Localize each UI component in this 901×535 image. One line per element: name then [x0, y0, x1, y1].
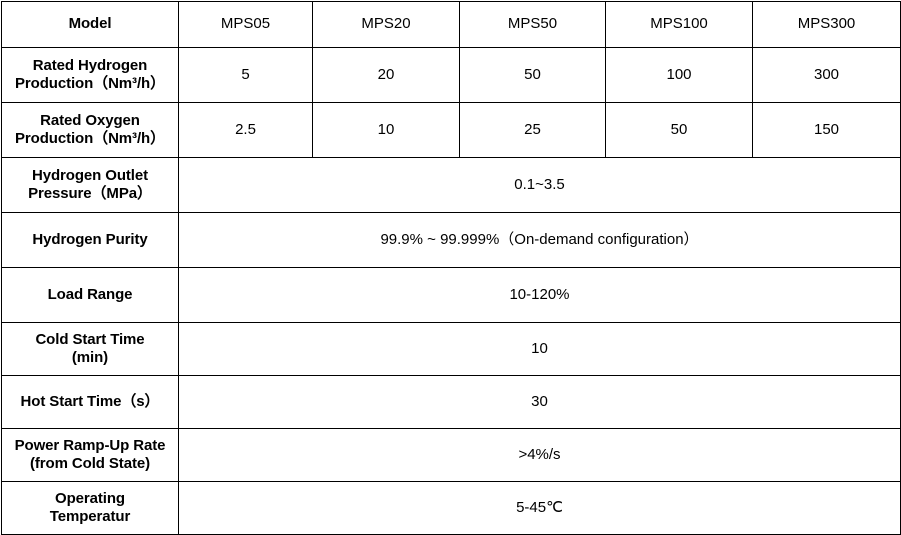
label-line-1: Rated Hydrogen: [32, 56, 148, 74]
cell-rated-hydrogen-mps05: 5: [178, 47, 313, 103]
row-label-rated-oxygen-production: Rated Oxygen Production（Nm³/h）: [1, 102, 179, 158]
header-cell-model: Model: [1, 1, 179, 48]
cell-rated-oxygen-mps50: 25: [459, 102, 606, 158]
table-row: Hydrogen Purity 99.9% ~ 99.999%（On-deman…: [1, 212, 901, 268]
table-row: Load Range 10-120%: [1, 267, 901, 323]
label-line-1: Hydrogen Purity: [32, 230, 148, 248]
cell-rated-oxygen-mps100: 50: [605, 102, 753, 158]
row-label-hydrogen-outlet-pressure: Hydrogen Outlet Pressure（MPa）: [1, 157, 179, 213]
cell-rated-hydrogen-mps20: 20: [312, 47, 460, 103]
row-label-hot-start-time: Hot Start Time（s）: [1, 375, 179, 429]
table-row: Cold Start Time (min) 10: [1, 322, 901, 376]
cell-hydrogen-outlet-pressure-value: 0.1~3.5: [178, 157, 901, 213]
header-cell-mps50: MPS50: [459, 1, 606, 48]
cell-rated-hydrogen-mps50: 50: [459, 47, 606, 103]
header-cell-mps20: MPS20: [312, 1, 460, 48]
label-line-1: Operating: [55, 489, 125, 507]
label-line-2: Pressure（MPa）: [28, 185, 152, 202]
cell-operating-temperature-value: 5-45℃: [178, 481, 901, 535]
label-line-1: Power Ramp-Up Rate: [14, 436, 166, 454]
row-label-operating-temperature: Operating Temperatur: [1, 481, 179, 535]
header-cell-mps05: MPS05: [178, 1, 313, 48]
label-line-1: Cold Start Time: [35, 330, 145, 348]
table-row: Hot Start Time（s） 30: [1, 375, 901, 429]
cell-hot-start-time-value: 30: [178, 375, 901, 429]
cell-power-ramp-up-rate-value: >4%/s: [178, 428, 901, 482]
table-row: Power Ramp-Up Rate (from Cold State) >4%…: [1, 428, 901, 482]
label-line-1: Hydrogen Outlet: [31, 166, 148, 184]
table-row: Rated Hydrogen Production（Nm³/h） 5 20 50…: [1, 47, 901, 103]
row-label-hydrogen-purity: Hydrogen Purity: [1, 212, 179, 268]
label-line-2: (from Cold State): [30, 455, 150, 472]
label-line-2: Production（Nm³/h）: [15, 75, 165, 92]
label-line-2: Temperatur: [49, 508, 131, 525]
cell-load-range-value: 10-120%: [178, 267, 901, 323]
table-header-row: Model MPS05 MPS20 MPS50 MPS100 MPS300: [1, 1, 901, 48]
table-row: Rated Oxygen Production（Nm³/h） 2.5 10 25…: [1, 102, 901, 158]
header-cell-mps300: MPS300: [752, 1, 901, 48]
cell-rated-oxygen-mps05: 2.5: [178, 102, 313, 158]
table-row: Hydrogen Outlet Pressure（MPa） 0.1~3.5: [1, 157, 901, 213]
row-label-cold-start-time: Cold Start Time (min): [1, 322, 179, 376]
cell-rated-hydrogen-mps300: 300: [752, 47, 901, 103]
header-cell-mps100: MPS100: [605, 1, 753, 48]
cell-rated-oxygen-mps20: 10: [312, 102, 460, 158]
table-row: Operating Temperatur 5-45℃: [1, 481, 901, 535]
label-line-2: Production（Nm³/h）: [15, 130, 165, 147]
row-label-power-ramp-up-rate: Power Ramp-Up Rate (from Cold State): [1, 428, 179, 482]
row-label-rated-hydrogen-production: Rated Hydrogen Production（Nm³/h）: [1, 47, 179, 103]
label-line-2: (min): [71, 349, 109, 366]
label-line-1: Rated Oxygen: [40, 111, 140, 129]
row-label-load-range: Load Range: [1, 267, 179, 323]
cell-hydrogen-purity-value: 99.9% ~ 99.999%（On-demand configuration）: [178, 212, 901, 268]
cell-rated-oxygen-mps300: 150: [752, 102, 901, 158]
cell-rated-hydrogen-mps100: 100: [605, 47, 753, 103]
label-line-1: Load Range: [47, 285, 133, 303]
label-line-1: Hot Start Time（s）: [20, 392, 160, 410]
cell-cold-start-time-value: 10: [178, 322, 901, 376]
